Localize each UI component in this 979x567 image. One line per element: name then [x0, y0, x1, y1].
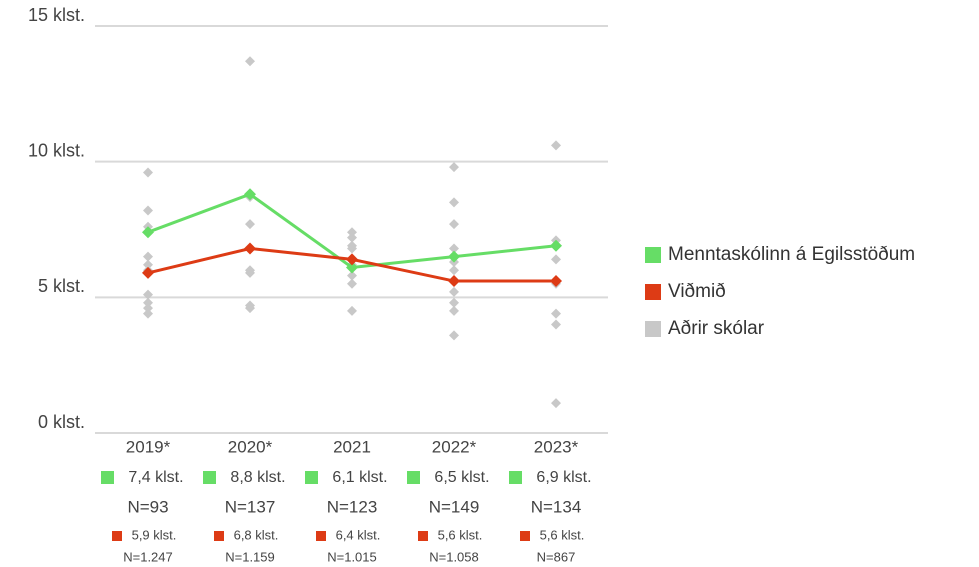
- other-school-point: [245, 303, 255, 314]
- other-school-point: [347, 232, 357, 243]
- x-tick-label: 2020*: [228, 437, 273, 456]
- value-label: 7,4 klst.: [128, 469, 183, 486]
- other-school-point: [143, 167, 153, 178]
- other-school-point: [143, 308, 153, 319]
- x-tick-label: 2019*: [126, 437, 171, 456]
- n-label: N=1.015: [327, 549, 377, 564]
- series-point: [448, 275, 460, 288]
- n-label: N=134: [531, 497, 582, 516]
- y-tick-label: 10 klst.: [28, 140, 85, 160]
- other-school-point: [347, 243, 357, 254]
- n-label: N=149: [429, 497, 480, 516]
- series-point: [550, 239, 562, 252]
- label-swatch: [203, 471, 216, 484]
- other-school-point: [347, 278, 357, 289]
- x-tick-label: 2022*: [432, 437, 477, 456]
- legend-swatch: [645, 284, 661, 300]
- value-label: 6,5 klst.: [434, 469, 489, 486]
- other-school-point: [245, 219, 255, 230]
- other-school-point: [245, 56, 255, 67]
- n-label: N=867: [537, 549, 576, 564]
- label-swatch: [214, 531, 224, 541]
- label-swatch: [418, 531, 428, 541]
- other-school-point: [347, 270, 357, 281]
- other-school-point: [347, 227, 357, 238]
- label-swatch: [305, 471, 318, 484]
- n-label: N=93: [127, 497, 168, 516]
- label-swatch: [316, 531, 326, 541]
- other-school-point: [143, 289, 153, 300]
- other-school-point: [449, 330, 459, 341]
- x-tick-label: 2023*: [534, 437, 579, 456]
- series-point: [142, 226, 154, 239]
- other-school-point: [449, 305, 459, 316]
- series-point: [244, 242, 256, 255]
- series-point: [346, 253, 358, 266]
- other-school-point: [143, 205, 153, 216]
- other-school-point: [143, 303, 153, 314]
- legend-label: Viðmið: [668, 281, 726, 302]
- other-school-point: [551, 140, 561, 151]
- value-label: 5,6 klst.: [438, 527, 483, 542]
- label-swatch: [101, 471, 114, 484]
- value-label: 6,4 klst.: [336, 527, 381, 542]
- other-school-point: [449, 265, 459, 276]
- legend-swatch: [645, 321, 661, 337]
- label-swatch: [407, 471, 420, 484]
- legend-swatch: [645, 247, 661, 263]
- series-point: [244, 188, 256, 201]
- other-school-point: [449, 219, 459, 230]
- label-swatch: [509, 471, 522, 484]
- other-school-point: [551, 254, 561, 265]
- n-label: N=1.247: [123, 549, 173, 564]
- other-school-point: [551, 319, 561, 330]
- other-school-point: [449, 243, 459, 254]
- other-school-point: [245, 267, 255, 278]
- value-label: 6,9 klst.: [536, 469, 591, 486]
- value-label: 6,1 klst.: [332, 469, 387, 486]
- other-school-point: [143, 259, 153, 270]
- series-point: [448, 250, 460, 263]
- label-swatch: [520, 531, 530, 541]
- n-label: N=1.058: [429, 549, 479, 564]
- other-school-point: [449, 197, 459, 208]
- other-school-point: [143, 297, 153, 308]
- label-swatch: [112, 531, 122, 541]
- legend-label: Aðrir skólar: [668, 318, 765, 339]
- value-label: 5,9 klst.: [132, 527, 177, 542]
- legend-label: Menntaskólinn á Egilsstöðum: [668, 244, 915, 265]
- other-school-point: [449, 286, 459, 297]
- value-label: 6,8 klst.: [234, 527, 279, 542]
- other-school-point: [347, 305, 357, 316]
- n-label: N=137: [225, 497, 276, 516]
- value-label: 8,8 klst.: [230, 469, 285, 486]
- other-school-point: [143, 251, 153, 262]
- series-point: [346, 261, 358, 274]
- n-label: N=123: [327, 497, 378, 516]
- series-point: [550, 275, 562, 288]
- y-tick-label: 5 klst.: [38, 276, 85, 296]
- other-school-point: [551, 398, 561, 409]
- value-label: 5,6 klst.: [540, 527, 585, 542]
- series-point: [142, 266, 154, 279]
- y-tick-label: 15 klst.: [28, 5, 85, 25]
- x-tick-label: 2021: [333, 437, 371, 456]
- other-school-point: [551, 308, 561, 319]
- y-tick-label: 0 klst.: [38, 412, 85, 432]
- other-school-point: [449, 297, 459, 308]
- other-school-point: [449, 162, 459, 173]
- n-label: N=1.159: [225, 549, 275, 564]
